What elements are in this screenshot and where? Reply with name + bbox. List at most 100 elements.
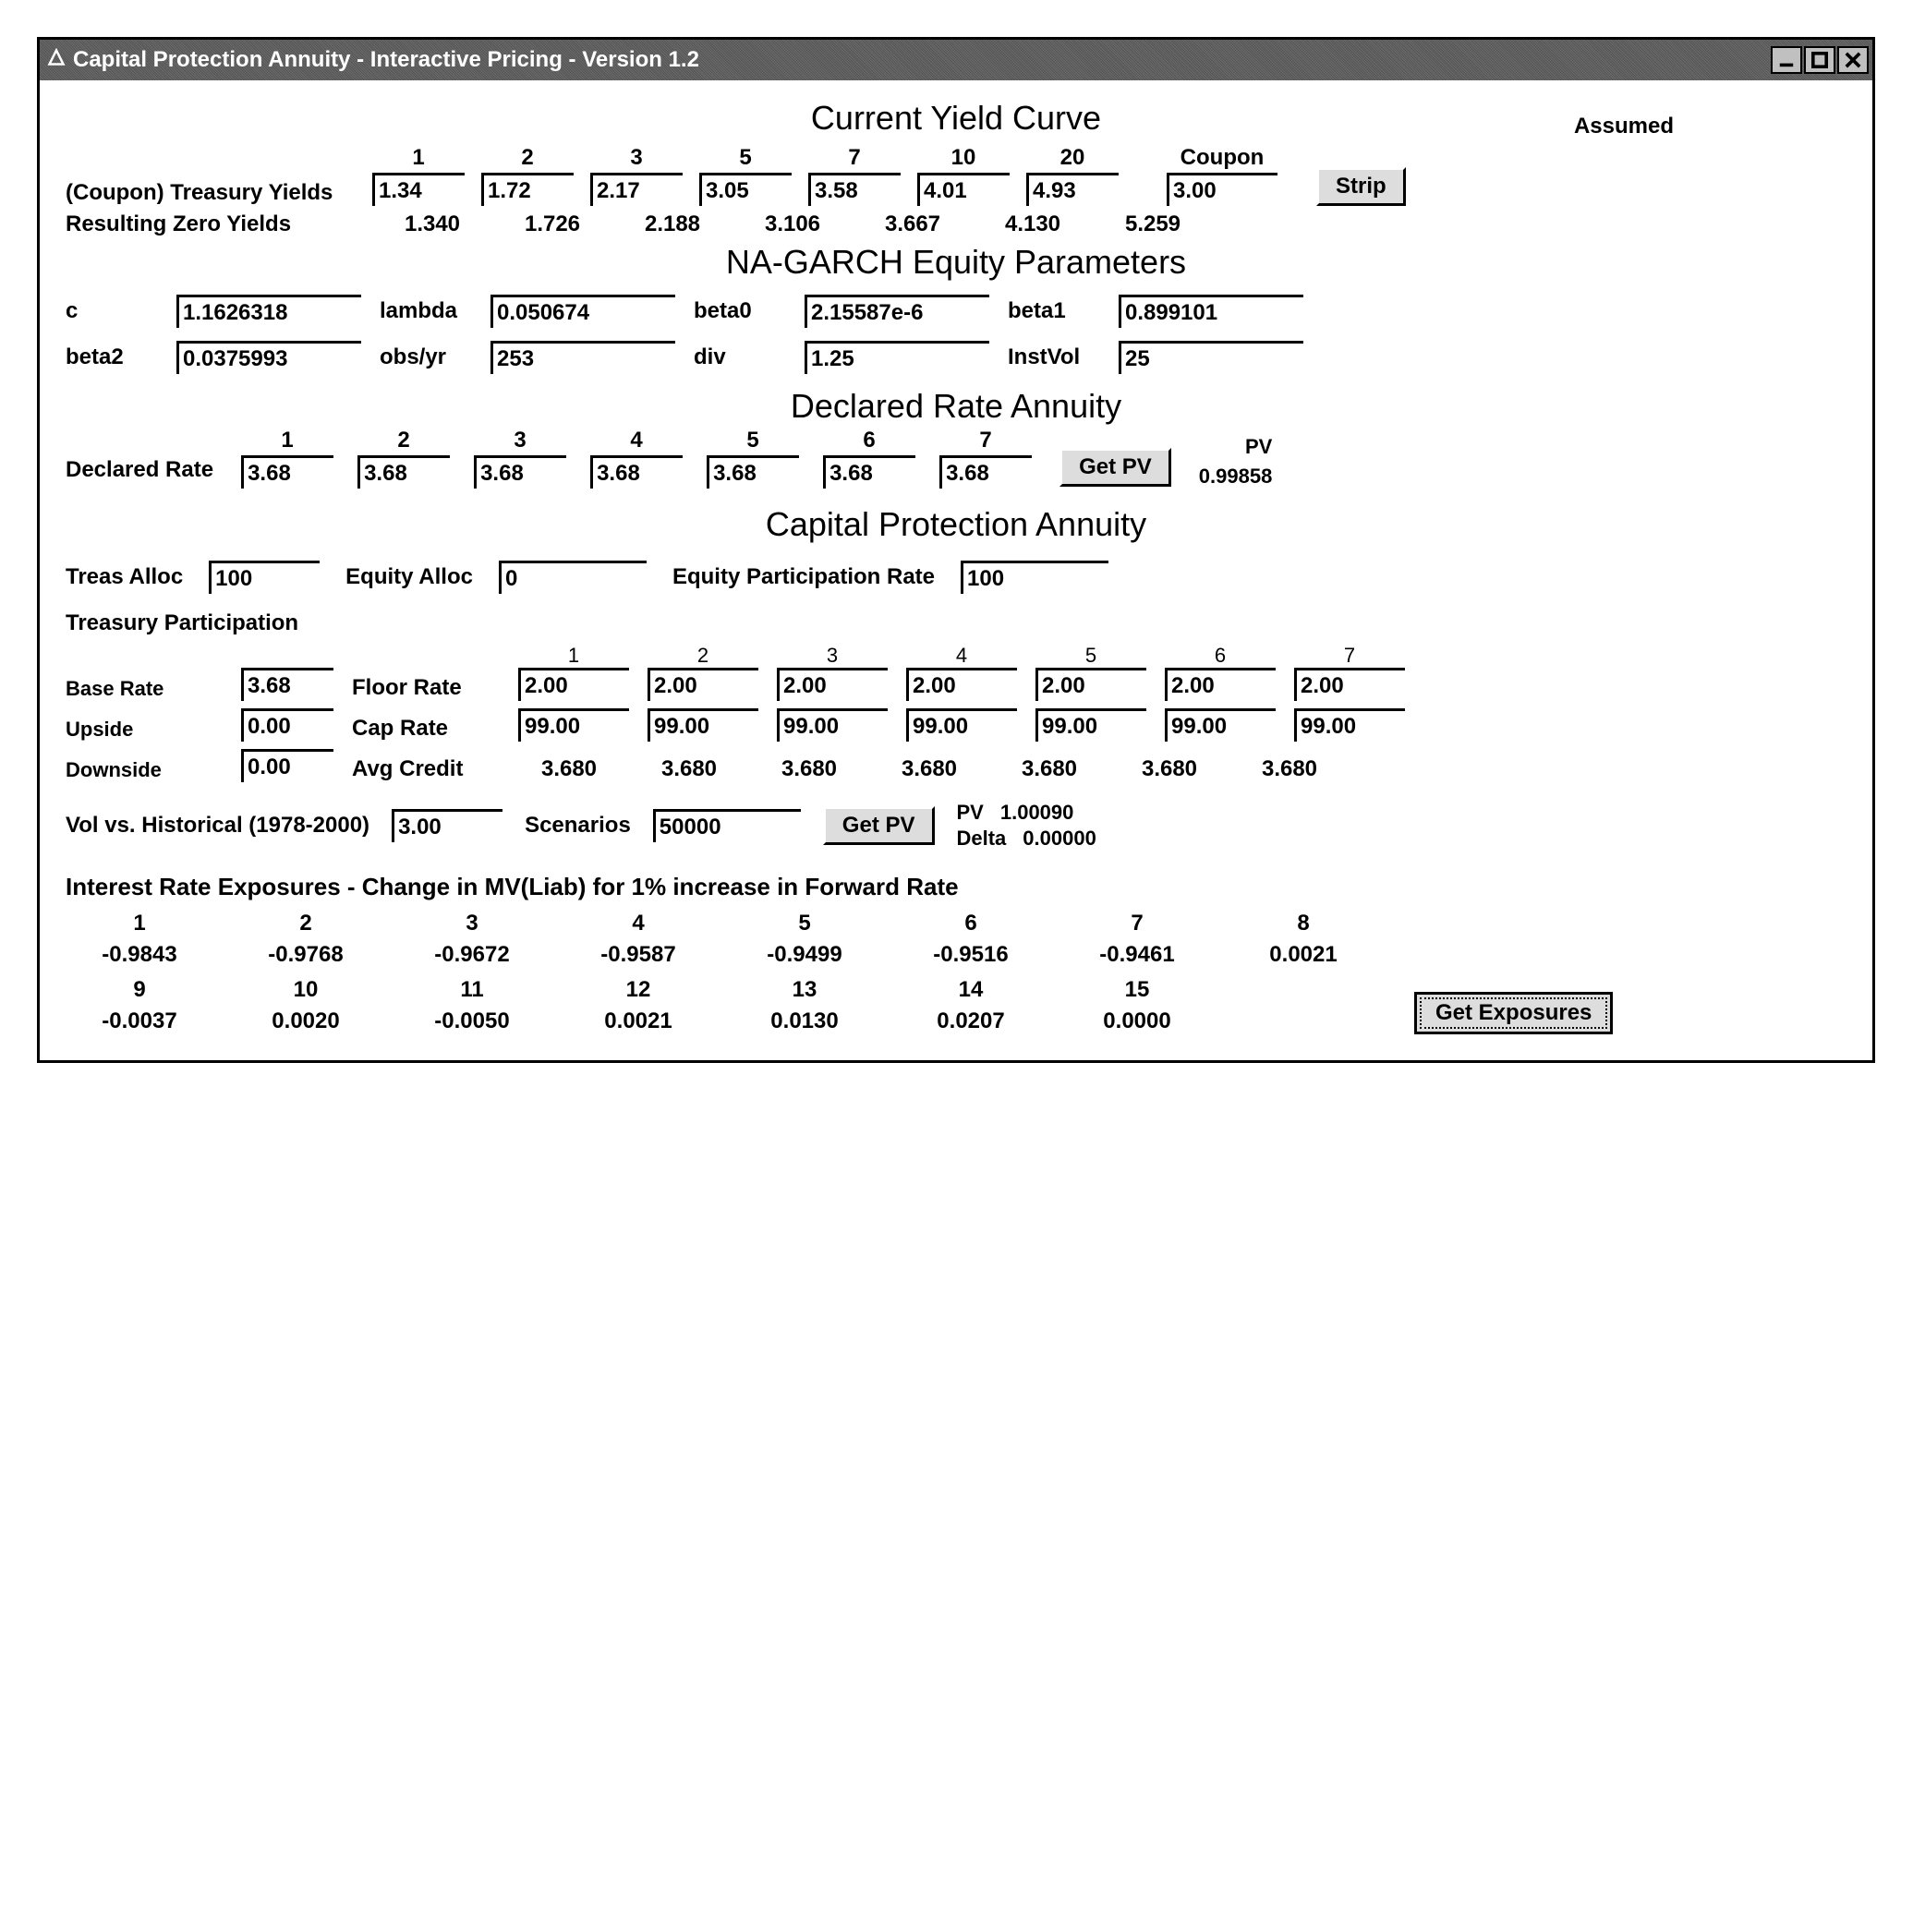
treasury-yield-input[interactable] (1026, 173, 1119, 206)
cpa-year-header: 7 (1344, 644, 1355, 668)
treasury-yield-input[interactable] (808, 173, 901, 206)
window-title: Capital Protection Annuity - Interactive… (73, 47, 1769, 73)
lambda-label: lambda (380, 298, 472, 324)
zero-yields-label: Resulting Zero Yields (66, 211, 361, 237)
instvol-input[interactable] (1119, 341, 1303, 374)
exposure-col-header: 3 (398, 911, 546, 936)
treas-alloc-input[interactable] (209, 561, 320, 594)
close-button[interactable] (1837, 46, 1869, 74)
cap-input[interactable] (518, 708, 629, 742)
epr-input[interactable] (961, 561, 1108, 594)
exposure-col-header: 8 (1229, 911, 1377, 936)
exposure-value: 0.0130 (731, 1008, 878, 1034)
treasury-yield-input[interactable] (917, 173, 1010, 206)
get-exposures-button[interactable]: Get Exposures (1414, 992, 1613, 1034)
minimize-button[interactable] (1771, 46, 1802, 74)
treasury-yield-input[interactable] (481, 173, 574, 206)
zero-yield-value: 4.130 (973, 211, 1093, 237)
beta1-input[interactable] (1119, 295, 1303, 328)
treasury-yield-input[interactable] (590, 173, 683, 206)
floor-label: Floor Rate (352, 675, 500, 701)
cap-input[interactable] (1165, 708, 1276, 742)
cap-input[interactable] (906, 708, 1017, 742)
avg-value: 3.680 (878, 756, 980, 782)
maximize-button[interactable] (1804, 46, 1835, 74)
beta0-input[interactable] (805, 295, 989, 328)
declared-getpv-button[interactable]: Get PV (1059, 448, 1171, 487)
cap-input[interactable] (648, 708, 758, 742)
floor-input[interactable] (648, 668, 758, 701)
declared-rate-input[interactable] (707, 455, 799, 489)
obs-input[interactable] (490, 341, 675, 374)
exposure-value: 0.0021 (1229, 942, 1377, 968)
declared-year-header: 2 (397, 428, 409, 453)
sim-delta-value: 0.00000 (1023, 827, 1096, 851)
zero-yield-value: 3.106 (733, 211, 853, 237)
vol-input[interactable] (392, 809, 502, 842)
cap-input[interactable] (1035, 708, 1146, 742)
titlebar: Capital Protection Annuity - Interactive… (40, 40, 1872, 80)
declared-rate-input[interactable] (357, 455, 450, 489)
exposure-col-header: 12 (564, 977, 712, 1003)
base-rate-label: Base Rate (66, 677, 223, 701)
strip-button[interactable]: Strip (1316, 167, 1406, 206)
declared-rate-input[interactable] (474, 455, 566, 489)
exposure-value: -0.9672 (398, 942, 546, 968)
floor-input[interactable] (518, 668, 629, 701)
div-input[interactable] (805, 341, 989, 374)
lambda-input[interactable] (490, 295, 675, 328)
app-icon (47, 47, 66, 73)
exposure-value: -0.9499 (731, 942, 878, 968)
exposure-value: -0.9768 (232, 942, 380, 968)
declared-rate-input[interactable] (590, 455, 683, 489)
avg-value: 3.680 (518, 756, 620, 782)
c-label: c (66, 298, 158, 324)
avg-value: 3.680 (758, 756, 860, 782)
scenarios-input[interactable] (653, 809, 801, 842)
treasury-yield-input[interactable] (699, 173, 792, 206)
equity-alloc-input[interactable] (499, 561, 647, 594)
app-window: Capital Protection Annuity - Interactive… (37, 37, 1875, 1063)
tenor-header: 1 (412, 145, 424, 171)
floor-input[interactable] (777, 668, 888, 701)
c-input[interactable] (176, 295, 361, 328)
cap-input[interactable] (1294, 708, 1405, 742)
exposure-col-header: 2 (232, 911, 380, 936)
cap-input[interactable] (777, 708, 888, 742)
beta0-label: beta0 (694, 298, 786, 324)
garch-heading: NA-GARCH Equity Parameters (66, 243, 1846, 282)
declared-rate-input[interactable] (823, 455, 915, 489)
exposure-col-header: 14 (897, 977, 1045, 1003)
beta2-input[interactable] (176, 341, 361, 374)
downside-input[interactable] (241, 749, 333, 782)
exposure-col-header: 4 (564, 911, 712, 936)
floor-input[interactable] (1035, 668, 1146, 701)
assumed-label: Assumed (1401, 114, 1846, 139)
treas-alloc-label: Treas Alloc (66, 564, 183, 590)
exposure-col-header: 7 (1063, 911, 1211, 936)
floor-input[interactable] (1294, 668, 1405, 701)
assumed-coupon-input[interactable] (1167, 173, 1277, 206)
avg-value: 3.680 (999, 756, 1100, 782)
base-rate-input[interactable] (241, 668, 333, 701)
declared-rate-input[interactable] (939, 455, 1032, 489)
upside-label: Upside (66, 718, 223, 742)
exposure-col-header: 10 (232, 977, 380, 1003)
floor-input[interactable] (906, 668, 1017, 701)
declared-rate-input[interactable] (241, 455, 333, 489)
exposure-value: -0.9587 (564, 942, 712, 968)
exposure-col-header: 15 (1063, 977, 1211, 1003)
zero-yield-value: 1.340 (372, 211, 492, 237)
floor-input[interactable] (1165, 668, 1276, 701)
exposure-value: 0.0207 (897, 1008, 1045, 1034)
treasury-yield-input[interactable] (372, 173, 465, 206)
instvol-label: InstVol (1008, 344, 1100, 370)
sim-getpv-button[interactable]: Get PV (823, 806, 935, 845)
declared-year-header: 1 (281, 428, 293, 453)
zero-yield-value: 5.259 (1093, 211, 1213, 237)
tenor-header: 5 (739, 145, 751, 171)
cpa-year-header: 2 (697, 644, 708, 668)
declared-year-header: 7 (979, 428, 991, 453)
cpa-year-header: 5 (1085, 644, 1096, 668)
upside-input[interactable] (241, 708, 333, 742)
